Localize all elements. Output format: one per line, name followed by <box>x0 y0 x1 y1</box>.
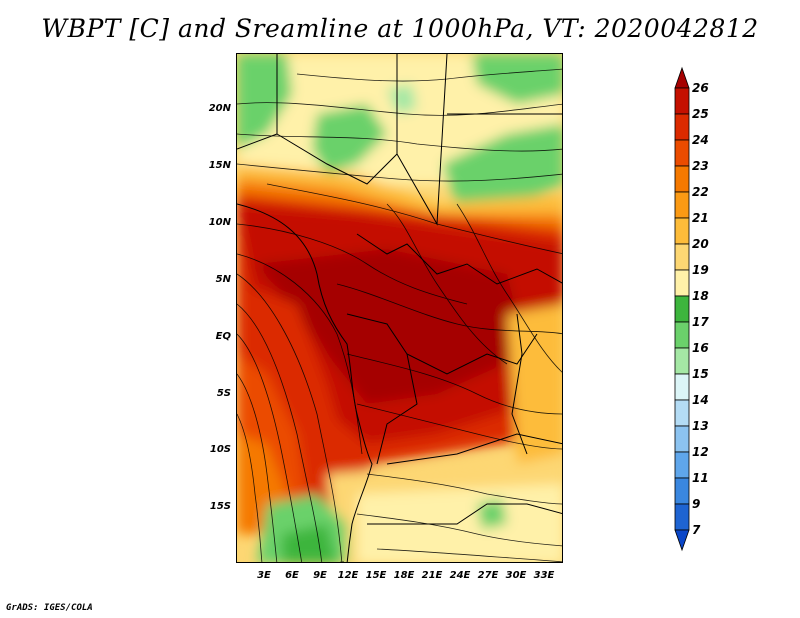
colorbar-swatch <box>674 321 690 349</box>
wbpt-field-map <box>237 54 562 562</box>
colorbar-tick-label: 25 <box>692 107 709 121</box>
colorbar-tick-label: 13 <box>692 419 709 433</box>
lat-label-15n: 15N <box>208 160 231 171</box>
colorbar-tick-label: 23 <box>692 159 709 173</box>
colorbar-swatch <box>674 295 690 323</box>
colorbar-swatch <box>674 425 690 453</box>
lon-label-12e: 12E <box>337 570 359 581</box>
colorbar-tick-label: 11 <box>692 471 709 485</box>
streamlines <box>237 68 562 562</box>
colorbar-swatch <box>674 243 690 271</box>
colorbar-tick-label: 24 <box>692 133 709 147</box>
colorbar-swatch <box>674 66 690 89</box>
colorbar-tick-label: 14 <box>692 393 709 407</box>
colorbar-tick-label: 17 <box>692 315 709 329</box>
colorbar-swatch <box>674 139 690 167</box>
footer-credit: GrADS: IGES/COLA <box>6 603 93 613</box>
lat-label-5n: 5N <box>215 274 231 285</box>
colorbar-swatch <box>674 347 690 375</box>
chart-title: WBPT [C] and Sreamline at 1000hPa, VT: 2… <box>41 14 759 43</box>
colorbar-swatch <box>674 269 690 297</box>
lon-label-27e: 27E <box>477 570 499 581</box>
lon-label-24e: 24E <box>449 570 471 581</box>
lat-label-20n: 20N <box>208 103 231 114</box>
colorbar-tick-label: 7 <box>692 523 701 537</box>
colorbar-swatch <box>674 399 690 427</box>
colorbar-swatch <box>674 529 690 552</box>
colorbar-tick-label: 9 <box>692 497 701 511</box>
map-panel <box>236 53 563 563</box>
lon-label-30e: 30E <box>505 570 527 581</box>
colorbar-swatch <box>674 113 690 141</box>
lon-label-3e: 3E <box>257 570 271 581</box>
colorbar-swatch <box>674 217 690 245</box>
colorbar-swatch <box>674 191 690 219</box>
lon-label-33e: 33E <box>533 570 555 581</box>
lon-label-9e: 9E <box>313 570 327 581</box>
colorbar-tick-label: 16 <box>692 341 709 355</box>
colorbar-tick-label: 26 <box>692 81 709 95</box>
colorbar <box>674 66 690 552</box>
lat-label-eq: EQ <box>215 331 231 342</box>
lon-label-6e: 6E <box>285 570 299 581</box>
shaded-field <box>237 54 562 562</box>
colorbar-tick-label: 20 <box>692 237 709 251</box>
colorbar-swatch <box>674 503 690 531</box>
colorbar-tick-label: 18 <box>692 289 709 303</box>
colorbar-swatch <box>674 373 690 401</box>
colorbar-swatch <box>674 451 690 479</box>
lat-label-15s: 15S <box>209 501 231 512</box>
colorbar-swatch <box>674 87 690 115</box>
lat-label-5s: 5S <box>216 388 231 399</box>
colorbar-tick-label: 22 <box>692 185 709 199</box>
colorbar-swatch <box>674 477 690 505</box>
lat-label-10n: 10N <box>208 217 231 228</box>
colorbar-tick-label: 19 <box>692 263 709 277</box>
lon-label-21e: 21E <box>421 570 443 581</box>
colorbar-tick-label: 12 <box>692 445 709 459</box>
lon-label-18e: 18E <box>393 570 415 581</box>
colorbar-tick-label: 15 <box>692 367 709 381</box>
colorbar-swatch <box>674 165 690 193</box>
lon-label-15e: 15E <box>365 570 387 581</box>
colorbar-tick-label: 21 <box>692 211 709 225</box>
lat-label-10s: 10S <box>209 444 231 455</box>
